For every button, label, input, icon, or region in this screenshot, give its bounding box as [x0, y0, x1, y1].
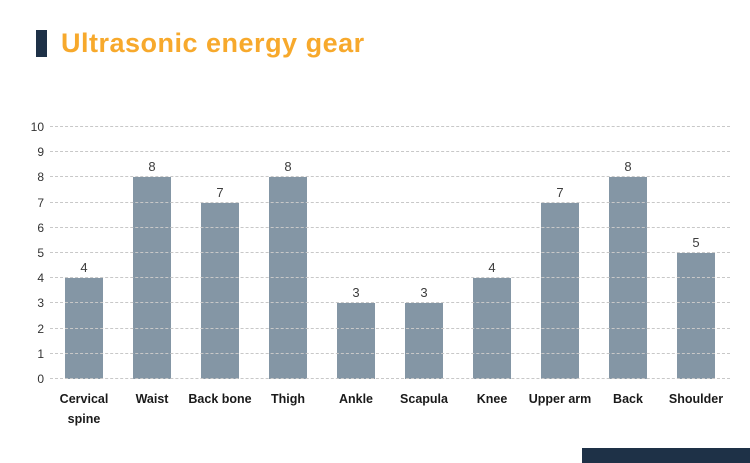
gridline — [50, 252, 730, 253]
footer-decoration-bar — [582, 448, 750, 463]
title-accent-bar — [36, 30, 47, 57]
page-header: Ultrasonic energy gear — [36, 28, 365, 59]
category-label: Scapula — [400, 392, 448, 406]
bar — [337, 303, 375, 379]
bar-group: 4 Knee — [458, 127, 526, 406]
category-label: Back — [613, 392, 643, 406]
gridline — [50, 277, 730, 279]
bar-value-label: 8 — [624, 159, 632, 175]
y-axis-tick-label: 3 — [37, 296, 44, 311]
y-axis-tick-label: 8 — [37, 170, 44, 185]
bar-value-label: 7 — [216, 184, 224, 200]
bar-value-label: 3 — [352, 285, 360, 301]
gridline — [50, 151, 730, 153]
y-axis-tick-label: 5 — [37, 246, 44, 260]
category-label: Upper arm — [528, 392, 592, 406]
bar-value-label: 7 — [556, 184, 564, 200]
bar-group: 3 Ankle — [322, 127, 390, 406]
bar — [405, 303, 443, 379]
category-label: Cervical spine — [59, 392, 109, 426]
y-axis-tick-label: 6 — [37, 220, 44, 235]
bars-container: 4 Cervical spine 8 Waist 7 Back bone 8 Thigh 3 An… — [50, 127, 730, 426]
bar — [609, 177, 647, 379]
gridline — [50, 226, 730, 228]
bar-value-label: 3 — [420, 285, 428, 301]
y-axis-tick-label: 4 — [37, 271, 44, 286]
bar-value-label: 5 — [692, 235, 700, 250]
y-axis-tick-label: 9 — [37, 145, 44, 160]
chart-plot-area: 4 Cervical spine 8 Waist 7 Back bone 8 Thigh 3 An… — [31, 120, 730, 426]
bar-group: 5 Shoulder — [662, 127, 730, 406]
bar — [133, 177, 171, 379]
y-axis-tick-label: 2 — [37, 321, 44, 336]
bar-group: 8 Thigh — [254, 127, 322, 406]
gridline — [50, 352, 730, 354]
bar — [269, 177, 307, 379]
y-axis-tick-label: 7 — [37, 195, 44, 210]
bar-value-label: 4 — [80, 260, 88, 276]
bar-value-label: 8 — [284, 159, 292, 175]
y-axis-tick-label: 1 — [37, 346, 44, 361]
gridline — [50, 327, 730, 329]
bar-group: 7 Back bone — [186, 127, 254, 406]
gridline — [50, 201, 730, 203]
category-label: Shoulder — [668, 392, 724, 406]
gridline — [50, 302, 730, 304]
bar-group: 7 Upper arm — [526, 127, 594, 406]
category-label: Ankle — [338, 392, 374, 406]
y-axis-tick-label: 0 — [37, 372, 44, 386]
category-label: Back bone — [188, 392, 252, 406]
gridline — [50, 176, 730, 178]
bar-chart: 4 Cervical spine 8 Waist 7 Back bone 8 Thigh 3 An… — [28, 115, 734, 445]
bar — [201, 202, 239, 379]
category-label: Knee — [476, 392, 508, 406]
category-label: Thigh — [270, 392, 305, 406]
bar-group: 4 Cervical spine — [50, 127, 118, 426]
bar — [541, 202, 579, 379]
gridline — [50, 126, 730, 127]
page-title: Ultrasonic energy gear — [61, 28, 365, 58]
y-axis-tick-label: 10 — [30, 120, 44, 134]
bar-group: 8 Back — [594, 127, 662, 406]
gridline — [50, 378, 730, 379]
bar-group: 3 Scapula — [390, 127, 458, 406]
bar — [677, 253, 715, 379]
bar-value-label: 4 — [488, 260, 496, 276]
bar-group: 8 Waist — [118, 127, 186, 406]
bar-value-label: 8 — [148, 159, 156, 175]
category-label: Waist — [135, 392, 169, 406]
